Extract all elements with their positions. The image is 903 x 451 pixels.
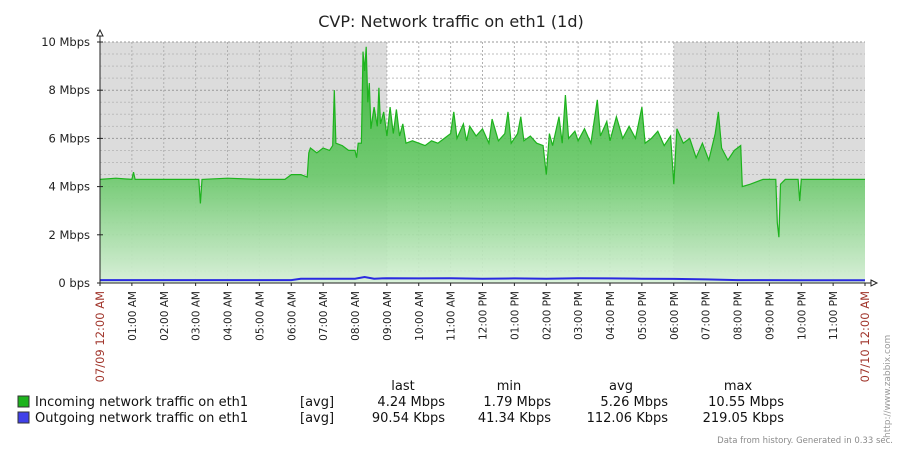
legend-func-outgoing: [avg]	[300, 411, 334, 426]
chart-title: CVP: Network traffic on eth1 (1d)	[318, 12, 584, 31]
series-area-incoming	[100, 46, 865, 283]
x-start-label: 07/09 12:00 AM	[93, 291, 107, 382]
legend-min-outgoing: 41.34 Kbps	[478, 411, 551, 426]
legend-label-incoming: Incoming network traffic on eth1	[35, 395, 248, 410]
x-tick-label: 08:00 PM	[733, 291, 745, 340]
x-tick-label: 03:00 PM	[573, 291, 585, 340]
legend-swatch-outgoing	[17, 411, 30, 424]
x-tick-label: 05:00 AM	[254, 291, 266, 341]
x-tick-label: 02:00 AM	[159, 291, 171, 341]
x-tick-label: 04:00 PM	[605, 291, 617, 340]
x-tick-label: 02:00 PM	[541, 291, 553, 340]
x-tick-label: 11:00 PM	[828, 291, 840, 340]
legend-label-outgoing: Outgoing network traffic on eth1	[35, 411, 248, 426]
x-axis-arrow	[870, 279, 879, 287]
zabbix-watermark: http://www.zabbix.com	[883, 335, 893, 438]
x-tick-label: 07:00 PM	[701, 291, 713, 340]
y-axis-arrow	[96, 28, 104, 37]
legend-max-outgoing: 219.05 Kbps	[703, 411, 785, 426]
y-tick-label: 10 Mbps	[41, 35, 90, 49]
legend-header-min: min	[497, 379, 522, 394]
legend-swatch-incoming	[17, 395, 30, 408]
x-tick-label: 06:00 PM	[669, 291, 681, 340]
y-tick-label: 4 Mbps	[49, 180, 91, 194]
y-tick-label: 8 Mbps	[49, 83, 91, 97]
legend-min-incoming: 1.79 Mbps	[483, 395, 551, 410]
legend: last min avg max Incoming network traffi…	[17, 379, 785, 426]
x-tick-label: 04:00 AM	[223, 291, 235, 341]
x-tick-label: 03:00 AM	[191, 291, 203, 341]
legend-max-incoming: 10.55 Mbps	[708, 395, 784, 410]
legend-avg-incoming: 5.26 Mbps	[600, 395, 668, 410]
y-tick-label: 2 Mbps	[49, 228, 91, 242]
legend-header-avg: avg	[609, 379, 633, 394]
x-tick-label: 06:00 AM	[286, 291, 298, 341]
x-tick-label: 05:00 PM	[637, 291, 649, 340]
x-end-label: 07/10 12:00 AM	[858, 291, 872, 382]
legend-header-last: last	[391, 379, 414, 394]
footer-text: Data from history. Generated in 0.33 sec…	[717, 436, 893, 446]
legend-func-incoming: [avg]	[300, 395, 334, 410]
x-tick-label: 01:00 PM	[509, 291, 521, 340]
x-tick-label: 11:00 AM	[446, 291, 458, 341]
y-tick-label: 0 bps	[58, 276, 90, 290]
series-line-outgoing	[100, 275, 865, 282]
legend-last-outgoing: 90.54 Kbps	[372, 411, 445, 426]
x-tick-label: 07:00 AM	[318, 291, 330, 341]
x-tick-label: 09:00 AM	[382, 291, 394, 341]
x-tick-label: 10:00 PM	[796, 291, 808, 340]
legend-last-incoming: 4.24 Mbps	[377, 395, 445, 410]
x-tick-label: 01:00 AM	[127, 291, 139, 341]
x-tick-label: 09:00 PM	[764, 291, 776, 340]
series-line-incoming	[99, 46, 865, 238]
y-tick-label: 6 Mbps	[49, 131, 91, 145]
x-tick-label: 08:00 AM	[350, 291, 362, 341]
legend-avg-outgoing: 112.06 Kbps	[587, 411, 669, 426]
x-tick-label: 10:00 AM	[414, 291, 426, 341]
x-tick-label: 12:00 PM	[478, 291, 490, 340]
legend-header-max: max	[724, 379, 753, 394]
